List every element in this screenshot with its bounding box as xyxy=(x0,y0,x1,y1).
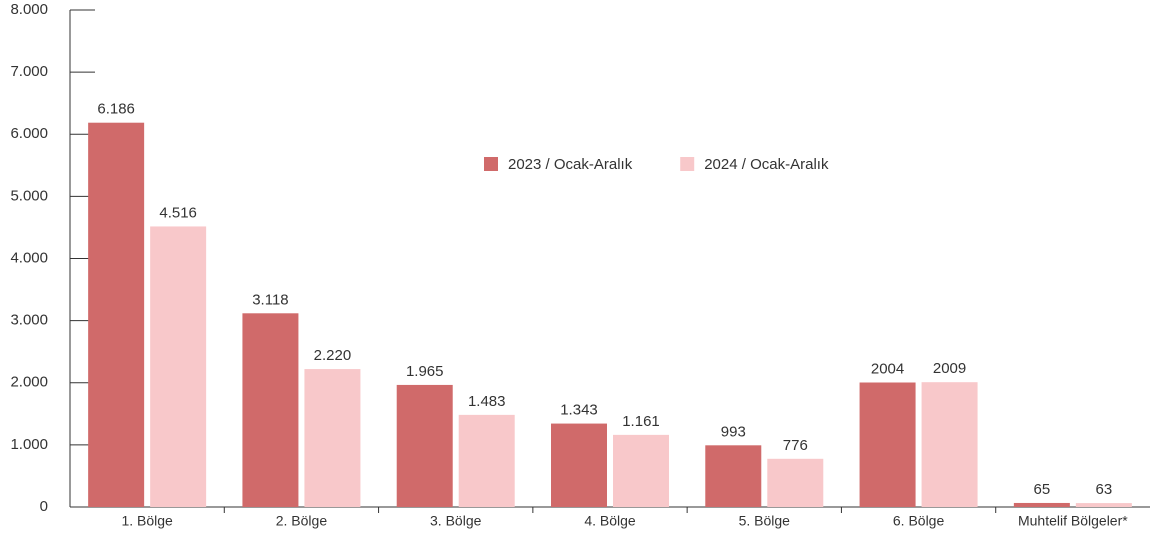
y-tick-label: 5.000 xyxy=(10,187,48,204)
legend-label: 2023 / Ocak-Aralık xyxy=(508,156,633,173)
bar xyxy=(396,384,453,507)
x-tick-label: 1. Bölge xyxy=(121,513,173,529)
bar xyxy=(613,434,669,507)
bar xyxy=(705,445,762,507)
bar xyxy=(1075,503,1132,507)
x-tick-label: 3. Bölge xyxy=(430,513,482,529)
value-label: 1.965 xyxy=(406,363,444,380)
x-tick-label: Muhtelif Bölgeler* xyxy=(1018,513,1128,529)
legend-swatch xyxy=(680,157,695,171)
value-label: 776 xyxy=(783,437,808,454)
value-label: 3.118 xyxy=(252,291,288,308)
value-label: 4.516 xyxy=(159,204,197,221)
value-label: 993 xyxy=(721,423,746,440)
value-label: 6.186 xyxy=(97,101,135,118)
x-tick-label: 4. Bölge xyxy=(584,513,636,529)
y-tick-label: 8.000 xyxy=(10,1,48,18)
bar xyxy=(458,414,515,507)
x-tick-label: 2. Bölge xyxy=(276,513,328,529)
bar xyxy=(921,382,978,507)
y-tick-label: 3.000 xyxy=(10,312,48,329)
y-tick-label: 4.000 xyxy=(10,249,48,266)
x-tick-label: 5. Bölge xyxy=(739,513,791,529)
bar xyxy=(88,122,145,507)
value-label: 2004 xyxy=(871,360,904,377)
y-tick-label: 1.000 xyxy=(10,436,48,453)
value-label: 2009 xyxy=(933,360,966,377)
y-tick-label: 0 xyxy=(40,498,48,515)
value-label: 65 xyxy=(1034,481,1051,498)
legend-swatch xyxy=(484,157,498,171)
x-tick-label: 6. Bölge xyxy=(893,513,945,529)
bar xyxy=(1013,502,1070,507)
value-label: 1.483 xyxy=(468,393,506,410)
bar xyxy=(150,226,207,508)
value-label: 1.161 xyxy=(622,413,660,430)
y-tick-label: 7.000 xyxy=(10,63,48,80)
bar xyxy=(767,458,824,507)
bar xyxy=(304,369,361,507)
bar xyxy=(859,382,916,507)
value-label: 2.220 xyxy=(314,347,352,364)
value-label: 1.343 xyxy=(560,402,598,419)
legend-label: 2024 / Ocak-Aralık xyxy=(704,156,829,173)
bar xyxy=(551,423,607,507)
y-tick-label: 2.000 xyxy=(10,374,48,391)
y-tick-label: 6.000 xyxy=(10,125,48,142)
bar xyxy=(242,313,299,507)
value-label: 63 xyxy=(1096,481,1113,498)
